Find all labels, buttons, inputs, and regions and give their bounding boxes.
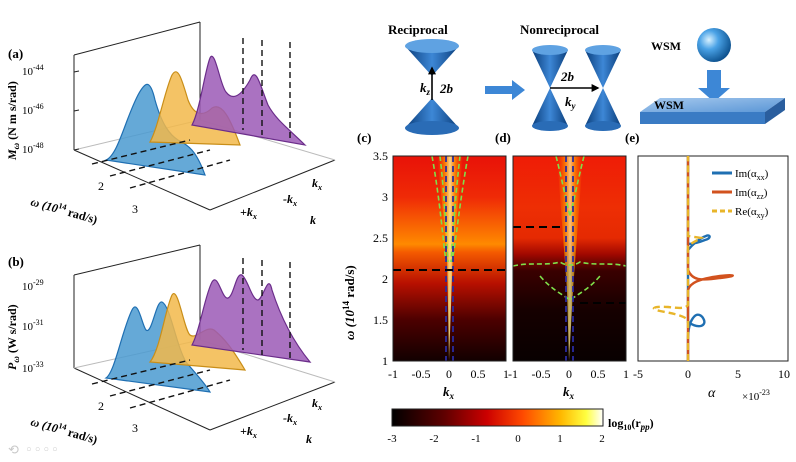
panel-b-label: (b) <box>8 254 24 269</box>
panel-d: (d) -1 -0.5 0 0.5 1 kx <box>495 130 629 401</box>
ytick-c-1.5: 1.5 <box>373 313 388 327</box>
multiplier-e: ×10-23 <box>742 388 770 403</box>
klabel-a: k <box>310 213 316 227</box>
ktick-a-1: kx <box>312 176 322 192</box>
ktick-b-1: kx <box>312 396 322 412</box>
cbar-tick-neg1: -1 <box>471 433 480 445</box>
svg-text:10-44: 10-44 <box>22 63 44 78</box>
xtick-c-0.5: 0.5 <box>471 367 486 381</box>
xtick-a-2: 2 <box>98 179 104 193</box>
legend-im-azz: Im(αzz) <box>735 187 768 201</box>
xtick-d-0.5: 0.5 <box>591 367 606 381</box>
svg-text:10-46: 10-46 <box>22 102 44 117</box>
xlabel-b: ω (1014 rad/s) <box>29 413 99 446</box>
panel-a-label: (a) <box>8 46 23 61</box>
series-im-azz <box>686 156 734 361</box>
xlabel-e: α <box>708 386 716 401</box>
ztick-a-3: 10 <box>22 144 34 156</box>
xtick-c-0: 0 <box>446 367 452 381</box>
wsm-sphere <box>697 28 731 62</box>
ztick-b-3: 10 <box>22 363 34 375</box>
spectrum-purple-a <box>191 55 307 146</box>
xtick-e-neg5: -5 <box>633 367 643 381</box>
xtick-e-0: 0 <box>685 367 691 381</box>
nonreciprocal-label: Nonreciprocal <box>520 22 599 37</box>
colorbar-gradient <box>391 408 604 427</box>
ktick-b-2: -kx <box>283 411 297 427</box>
cbar-tick-neg2: -2 <box>429 433 438 445</box>
ytick-c-3.5: 3.5 <box>373 149 388 163</box>
legend-e: Im(αxx) Im(αzz) Re(αxy) <box>712 168 769 220</box>
ytick-c-1: 1 <box>382 354 388 368</box>
schematic: Reciprocal Nonreciprocal kz 2b 2b ky <box>388 22 785 135</box>
wsm-sphere-label: WSM <box>651 39 681 53</box>
legend-im-axx: Im(αxx) <box>735 168 769 182</box>
xtick-b-2: 2 <box>98 399 104 413</box>
xtick-b-3: 3 <box>132 421 138 435</box>
svg-text:ky: ky <box>565 94 577 111</box>
cbar-tick-0: 0 <box>515 433 521 445</box>
2b-label-reciprocal: 2b <box>439 81 454 96</box>
spectrum-purple-b <box>191 274 312 363</box>
panel-e: (e) Im(αxx) Im(αzz) Re(αxy) -5 0 5 10 α … <box>625 130 790 403</box>
ktick-b-3: +kx <box>240 424 257 440</box>
xtick-d-neg0.5: -0.5 <box>532 367 551 381</box>
reciprocal-cones: kz 2b <box>405 39 459 135</box>
2b-label-nonreciprocal: 2b <box>560 69 575 84</box>
xtick-e-5: 5 <box>735 367 741 381</box>
xlabel-d: kx <box>563 384 575 401</box>
plot-e-axes <box>637 155 789 362</box>
ztick-a-2: 10 <box>22 105 34 117</box>
ztick-b-1: 10 <box>22 281 34 293</box>
svg-text:kz: kz <box>420 80 431 97</box>
transition-arrow <box>485 80 525 100</box>
svg-text:10-48: 10-48 <box>22 141 44 156</box>
cbar-tick-1: 1 <box>557 433 563 445</box>
panel-c: (c) 1 1.5 2 2.5 3 3.5 ω (1014 rad/s) -1 … <box>341 130 509 401</box>
klabel-b: k <box>306 432 312 446</box>
ytick-c-2: 2 <box>382 272 388 286</box>
ztick-a-1: 10 <box>22 66 34 78</box>
cbar-tick-2: 2 <box>599 433 605 445</box>
legend-re-axy: Re(αxy) <box>735 206 769 220</box>
cbar-tick-neg3: -3 <box>387 433 397 445</box>
svg-text:10-31: 10-31 <box>22 318 44 333</box>
series-im-axx <box>686 156 711 361</box>
colorbar: -3 -2 -1 0 1 2 log10(rpp) <box>387 408 654 445</box>
down-arrow <box>698 70 730 102</box>
ktick-a-2: -kx <box>283 192 297 208</box>
xtick-c-1: 1 <box>503 367 509 381</box>
xtick-c-neg0.5: -0.5 <box>412 367 431 381</box>
xlabel-c: kx <box>443 384 455 401</box>
watermark-logo: ⟲ ◦◦◦◦ <box>8 443 60 458</box>
reciprocal-label: Reciprocal <box>388 22 448 37</box>
panel-b: (b) 10-29 10-31 10-33 Pω (W s/rad) 2 <box>5 244 336 447</box>
xtick-e-10: 10 <box>778 367 790 381</box>
colorbar-label: log10(rpp) <box>608 416 654 432</box>
ytick-c-3: 3 <box>382 190 388 204</box>
panel-d-label: (d) <box>495 130 511 145</box>
ytick-c-2.5: 2.5 <box>373 231 388 245</box>
xtick-a-3: 3 <box>132 202 138 216</box>
svg-text:10-33: 10-33 <box>22 360 44 375</box>
svg-text:10-29: 10-29 <box>22 278 44 293</box>
xtick-c-neg1: -1 <box>388 367 398 381</box>
panel-a: (a) 10-44 10-46 10-48 <box>5 21 336 227</box>
wsm-slab-label: WSM <box>654 98 684 112</box>
panel-e-label: (e) <box>625 130 639 145</box>
xlabel-a: ω (1014 rad/s) <box>29 193 99 226</box>
ztick-b-2: 10 <box>22 321 34 333</box>
ylabel-c: ω (1014 rad/s) <box>341 265 357 340</box>
zlabel-a: Mω (N m s/rad) <box>5 81 21 161</box>
ktick-a-3: +kx <box>240 205 257 221</box>
panel-c-label: (c) <box>357 130 371 145</box>
xtick-d-neg1: -1 <box>508 367 518 381</box>
series-re-axy <box>652 156 705 361</box>
nonreciprocal-cones: 2b ky <box>532 45 621 131</box>
wsm-setup: WSM WSM <box>640 28 785 124</box>
zlabel-b: Pω (W s/rad) <box>5 304 21 370</box>
xtick-d-1: 1 <box>623 367 629 381</box>
xtick-d-0: 0 <box>566 367 572 381</box>
